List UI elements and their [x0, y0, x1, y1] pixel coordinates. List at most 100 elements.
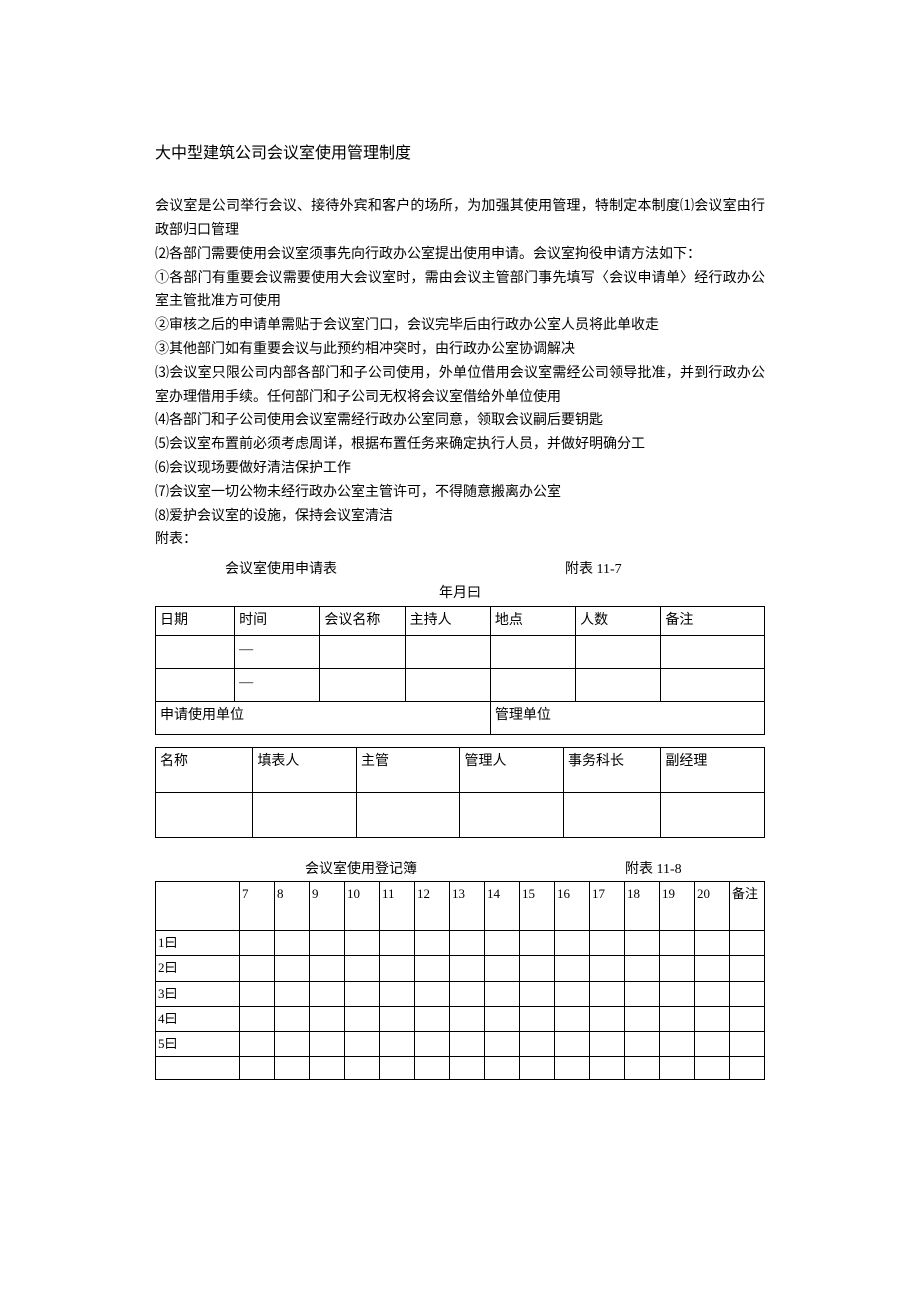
table1-cell	[405, 668, 490, 701]
table1-title: 会议室使用申请表	[225, 558, 495, 582]
table2-cell	[415, 931, 450, 956]
table2-cell	[660, 1031, 695, 1056]
table2-cell	[240, 1056, 275, 1079]
table2-cell	[380, 1031, 415, 1056]
table2-cell	[520, 1031, 555, 1056]
table2-cell	[345, 1056, 380, 1079]
table1b-c5: 事务科长	[563, 747, 660, 792]
table2-cell	[730, 956, 765, 981]
paragraph: ⑷各部门和子公司使用会议室需经行政办公室同意，领取会议嗣后要钥匙	[155, 409, 765, 433]
table2-cell	[625, 981, 660, 1006]
table2-cell	[660, 931, 695, 956]
table2-cell	[625, 1056, 660, 1079]
table2-cell	[590, 956, 625, 981]
table2-cell	[240, 1006, 275, 1031]
paragraph: ①各部门有重要会议需要使用大会议室时，需由会议主管部门事先填写〈会议申请单〉经行…	[155, 267, 765, 315]
table2-cell	[555, 931, 590, 956]
table2-cell	[380, 956, 415, 981]
table2-col: 11	[380, 882, 415, 931]
table2-cell	[625, 956, 660, 981]
table1b-cell	[253, 792, 357, 837]
table2-col: 18	[625, 882, 660, 931]
table2-cell	[415, 1006, 450, 1031]
table2-cell	[415, 956, 450, 981]
table2-rowlabel	[156, 1056, 240, 1079]
application-table: 日期 时间 会议名称 主持人 地点 人数 备注 — — 申请使用单位 管理单位	[155, 606, 765, 735]
table2-col: 20	[695, 882, 730, 931]
table2-cell	[555, 1006, 590, 1031]
table2-cell	[730, 1006, 765, 1031]
table2-cell	[240, 1031, 275, 1056]
table2-col: 16	[555, 882, 590, 931]
table2-cell	[310, 1006, 345, 1031]
table2-cell	[275, 1056, 310, 1079]
table2-cell	[730, 931, 765, 956]
table2-cell	[450, 981, 485, 1006]
table1-header-row: 会议室使用申请表 附表 11-7	[155, 558, 765, 582]
table1b-c3: 主管	[356, 747, 460, 792]
table1-h3: 会议名称	[320, 606, 405, 635]
table2-cell	[310, 981, 345, 1006]
table2-cell	[660, 956, 695, 981]
table2-cell	[345, 931, 380, 956]
table1-cell	[156, 635, 235, 668]
application-table-b: 名称 填表人 主管 管理人 事务科长 副经理	[155, 747, 765, 838]
table2-cell	[345, 981, 380, 1006]
table2-cell	[485, 1056, 520, 1079]
table2-col: 13	[450, 882, 485, 931]
table1-cell: —	[235, 668, 320, 701]
table2-cell	[625, 1031, 660, 1056]
table2-cell	[485, 956, 520, 981]
table1-cell	[490, 635, 575, 668]
paragraph: ⑵各部门需要使用会议室须事先向行政办公室提出使用申请。会议室拘役申请方法如下：	[155, 243, 765, 267]
table2-cell	[695, 931, 730, 956]
table2-cell	[695, 1006, 730, 1031]
table1-h7: 备注	[661, 606, 765, 635]
paragraph: ⑺会议室一切公物未经行政办公室主管许可，不得随意搬离办公室	[155, 481, 765, 505]
table1-appendix: 附表 11-7	[565, 558, 622, 582]
table2-cell	[520, 1056, 555, 1079]
table1-cell	[661, 635, 765, 668]
table1-h6: 人数	[576, 606, 661, 635]
attachments-label: 附表：	[155, 528, 765, 552]
table1b-c4: 管理人	[460, 747, 564, 792]
table2-cell	[555, 956, 590, 981]
table2-cell	[590, 981, 625, 1006]
table2-title: 会议室使用登记簿	[305, 858, 565, 882]
table2-appendix: 附表 11-8	[625, 858, 682, 882]
table2-cell	[660, 1006, 695, 1031]
table2-cell	[275, 981, 310, 1006]
table2-cell	[380, 1006, 415, 1031]
table1-cell	[661, 668, 765, 701]
table2-cell	[555, 981, 590, 1006]
table2-cell	[415, 1056, 450, 1079]
table2-cell	[520, 931, 555, 956]
table2-cell	[450, 956, 485, 981]
table2-col: 9	[310, 882, 345, 931]
table2-cell	[415, 1031, 450, 1056]
table2-cell	[590, 1056, 625, 1079]
table2-cell	[520, 956, 555, 981]
table2-rowlabel: 4曰	[156, 1006, 240, 1031]
paragraph: ⑶会议室只限公司内部各部门和子公司使用，外单位借用会议室需经公司领导批准，并到行…	[155, 362, 765, 410]
table2-cell	[625, 931, 660, 956]
table1-cell	[156, 668, 235, 701]
table2-cell	[625, 1006, 660, 1031]
table2-cell	[450, 1056, 485, 1079]
table2-cell	[485, 981, 520, 1006]
table2-cell	[730, 1056, 765, 1079]
table2-rowlabel: 1曰	[156, 931, 240, 956]
table2-cell	[450, 1006, 485, 1031]
table1-h1: 日期	[156, 606, 235, 635]
table2-cell	[345, 1031, 380, 1056]
table2-cell	[345, 1006, 380, 1031]
table2-cell	[275, 956, 310, 981]
paragraph: ⑸会议室布置前必须考虑周详，根据布置任务来确定执行人员，并做好明确分工	[155, 433, 765, 457]
table2-cell	[275, 931, 310, 956]
table2-rowlabel: 5曰	[156, 1031, 240, 1056]
table2-cell	[520, 1006, 555, 1031]
table2-cell	[345, 956, 380, 981]
table2-col: 10	[345, 882, 380, 931]
paragraph: ⑹会议现场要做好清洁保护工作	[155, 457, 765, 481]
table2-cell	[485, 1006, 520, 1031]
